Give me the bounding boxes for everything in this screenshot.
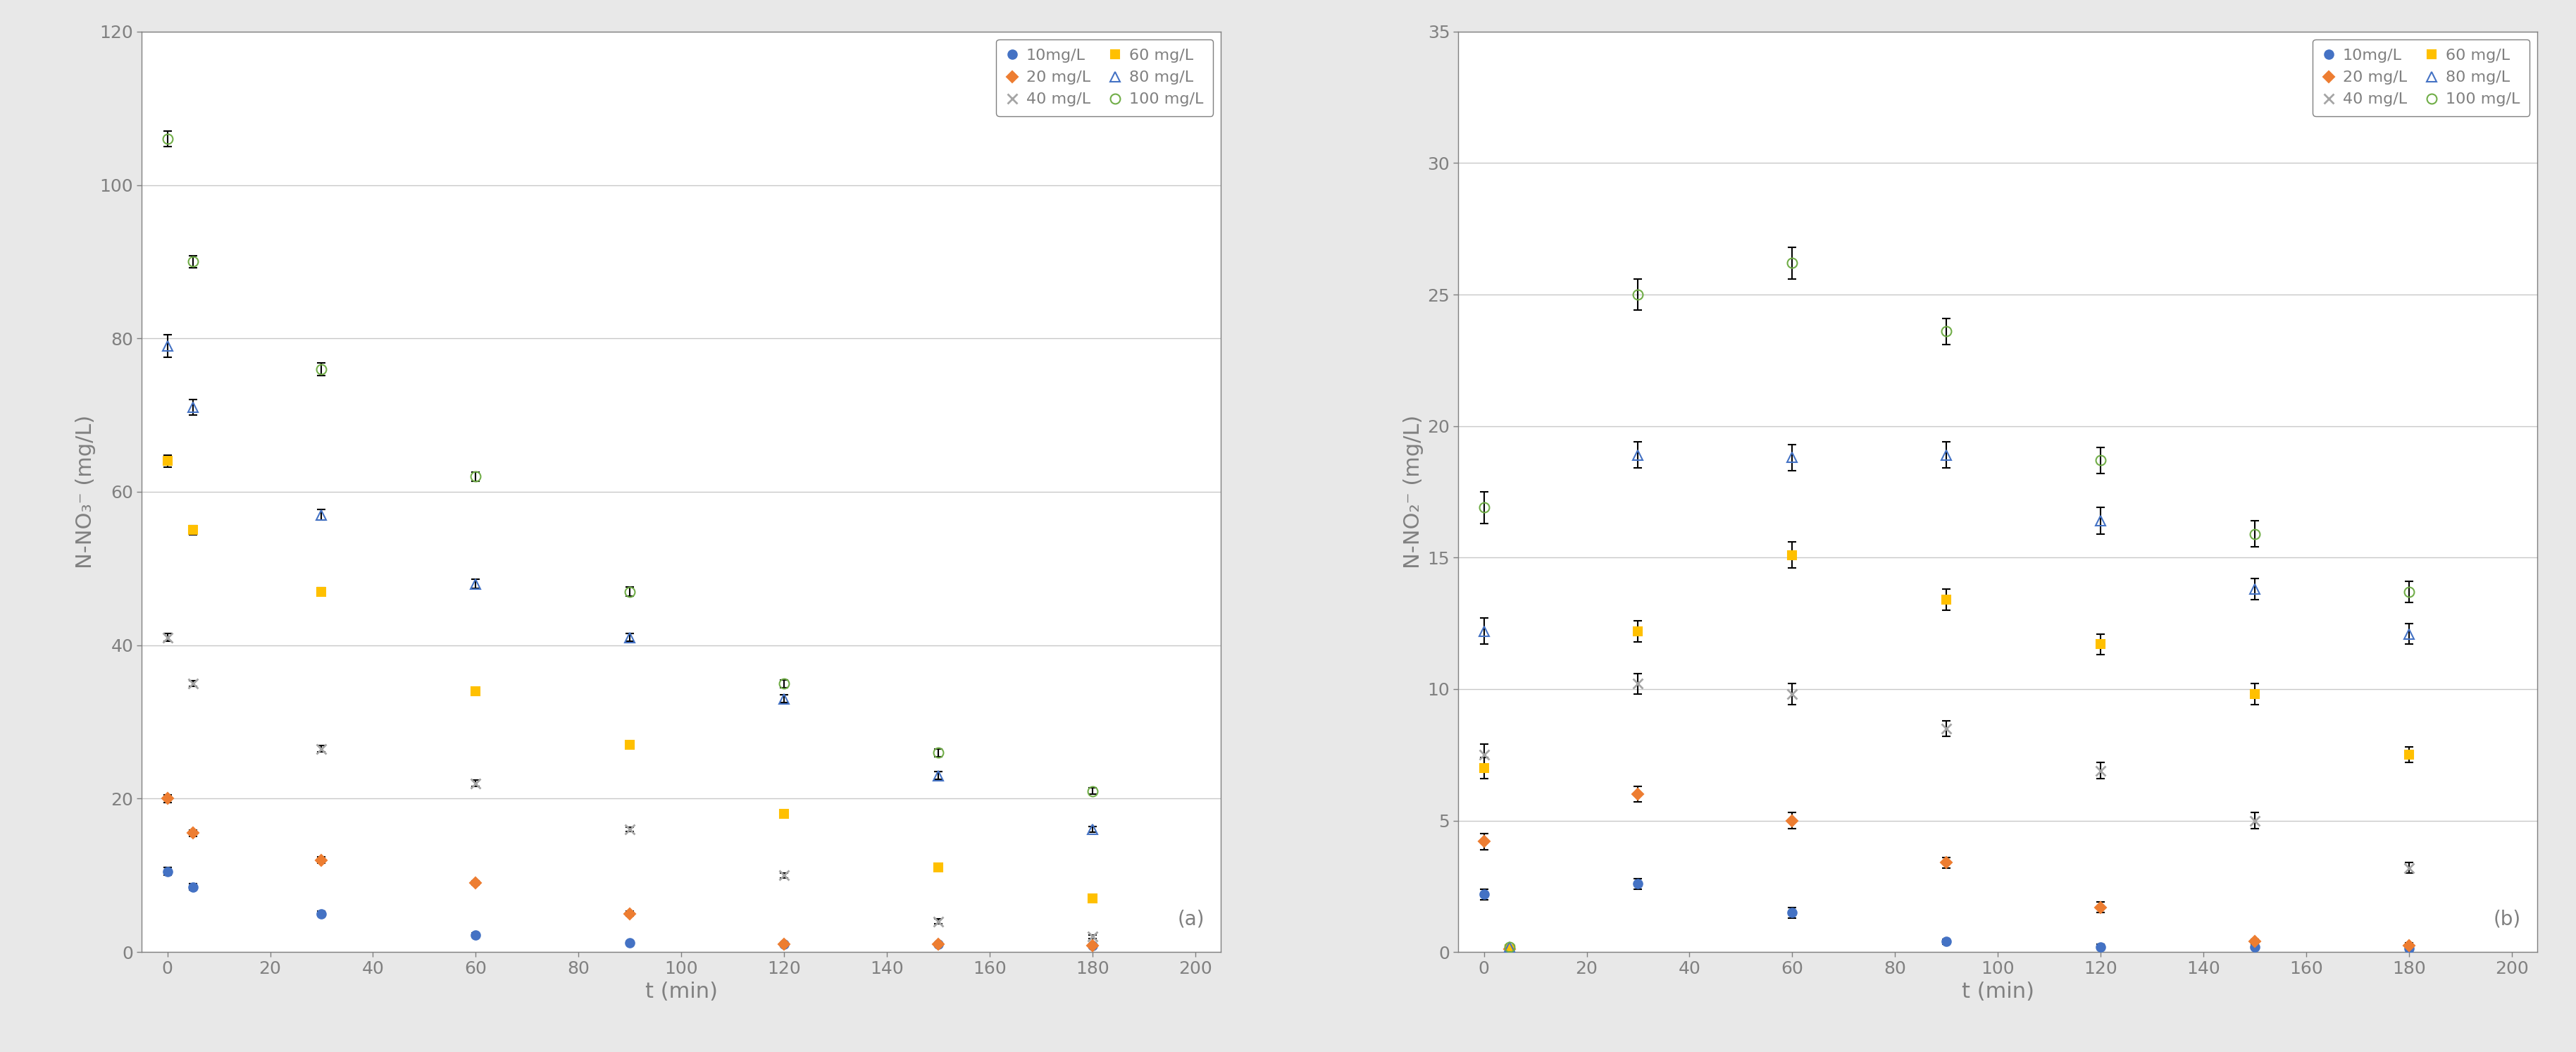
X-axis label: t (min): t (min) — [644, 982, 719, 1002]
Text: (a): (a) — [1177, 909, 1206, 929]
X-axis label: t (min): t (min) — [1960, 982, 2035, 1002]
Y-axis label: N-NO₂⁻ (mg/L): N-NO₂⁻ (mg/L) — [1404, 414, 1425, 569]
Legend: 10mg/L, 20 mg/L, 40 mg/L, 60 mg/L, 80 mg/L, 100 mg/L: 10mg/L, 20 mg/L, 40 mg/L, 60 mg/L, 80 mg… — [997, 39, 1213, 116]
Legend: 10mg/L, 20 mg/L, 40 mg/L, 60 mg/L, 80 mg/L, 100 mg/L: 10mg/L, 20 mg/L, 40 mg/L, 60 mg/L, 80 mg… — [2313, 39, 2530, 116]
Text: (b): (b) — [2494, 909, 2522, 929]
Y-axis label: N-NO₃⁻ (mg/L): N-NO₃⁻ (mg/L) — [75, 414, 95, 569]
